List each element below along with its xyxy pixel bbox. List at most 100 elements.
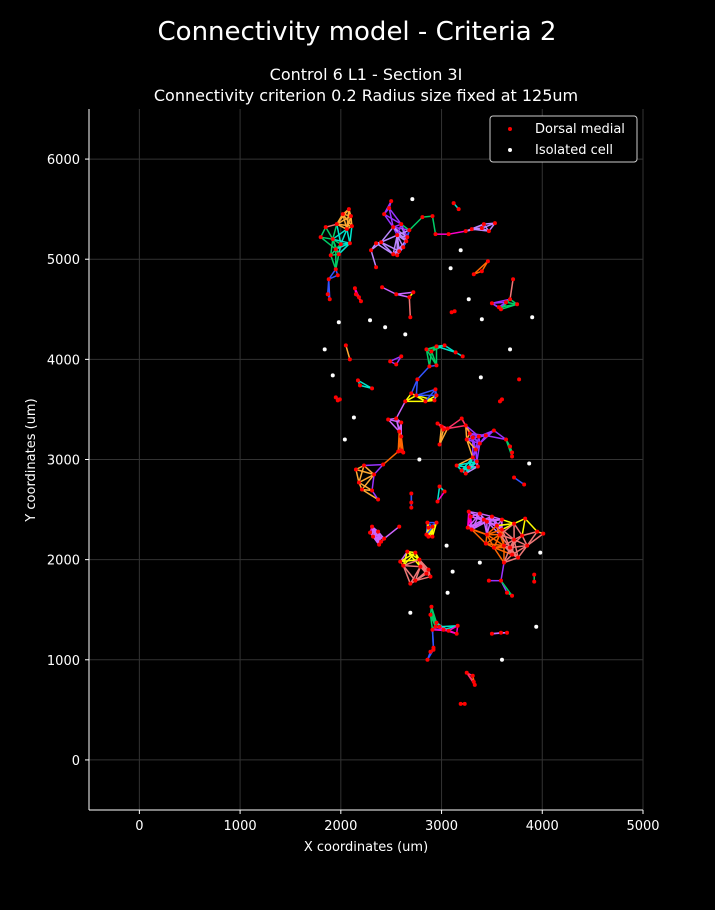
dorsal-medial-point	[434, 344, 439, 349]
connection-edge	[383, 526, 400, 540]
dorsal-medial-point	[472, 682, 477, 687]
dorsal-medial-point	[388, 359, 393, 364]
dorsal-medial-point	[501, 543, 506, 548]
isolated-cell-point	[478, 375, 483, 380]
isolated-cell-point	[330, 373, 335, 378]
connection-edge	[509, 535, 523, 549]
connection-edge	[403, 558, 420, 567]
connection-edge	[345, 345, 351, 360]
connection-edge	[444, 344, 457, 353]
dorsal-medial-point	[452, 309, 457, 314]
isolated-cell-point	[410, 197, 415, 202]
dorsal-medial-point	[459, 468, 464, 473]
dorsal-medial-point	[428, 612, 433, 617]
dorsal-medial-point	[479, 269, 484, 274]
dorsal-medial-point	[477, 441, 482, 446]
dorsal-medial-point	[352, 286, 357, 291]
isolated-cell-point	[445, 590, 450, 595]
dorsal-medial-point	[397, 249, 402, 254]
dorsal-medial-point	[445, 426, 450, 431]
connection-edge	[456, 460, 477, 467]
connection-edge	[509, 279, 514, 300]
dorsal-medial-point	[455, 623, 460, 628]
dorsal-medial-point	[434, 620, 439, 625]
dorsal-medial-point	[458, 701, 463, 706]
dorsal-medial-point	[446, 232, 451, 237]
connection-edge	[388, 207, 402, 225]
dorsal-medial-point	[504, 437, 509, 442]
dorsal-medial-point	[430, 524, 435, 529]
dorsal-medial-point	[463, 423, 468, 428]
dorsal-medial-point	[401, 245, 406, 250]
dorsal-medial-point	[405, 235, 410, 240]
dorsal-medial-point	[459, 416, 464, 421]
connection-edge	[436, 486, 441, 502]
dorsal-medial-point	[409, 505, 414, 510]
dorsal-medial-point	[517, 377, 522, 382]
isolated-cell-point	[368, 318, 373, 323]
connection-edge	[415, 575, 431, 582]
connection-edge	[486, 518, 503, 523]
connection-edge	[493, 429, 507, 441]
dorsal-medial-point	[356, 480, 361, 485]
connection-edge	[404, 394, 417, 403]
connection-edge	[396, 291, 414, 296]
dorsal-medial-point	[469, 527, 474, 532]
dorsal-medial-point	[333, 247, 338, 252]
dorsal-medial-point	[522, 482, 527, 487]
connection-edge	[499, 533, 515, 541]
dorsal-medial-point	[499, 527, 504, 532]
dorsal-medial-point	[347, 357, 352, 362]
connection-edge	[496, 522, 515, 527]
isolated-cell-point	[444, 543, 449, 548]
dorsal-medial-point	[492, 221, 497, 226]
dorsal-medial-point	[408, 581, 413, 586]
connection-edge	[381, 286, 397, 295]
connection-edge	[363, 463, 384, 467]
connection-edge	[396, 293, 410, 298]
dorsal-medial-point	[489, 301, 494, 306]
connection-edge	[500, 580, 513, 597]
dorsal-medial-point	[508, 444, 513, 449]
dorsal-medial-point	[512, 521, 517, 526]
connection-edge	[349, 226, 353, 244]
connection-edge	[448, 230, 466, 235]
dorsal-medial-point	[374, 241, 379, 246]
isolated-cell-point	[458, 248, 463, 253]
isolated-cell-point	[534, 624, 539, 629]
y-tick-label: 4000	[47, 353, 80, 368]
dorsal-medial-point	[328, 253, 333, 258]
connection-edge	[485, 434, 507, 441]
connection-edge	[511, 544, 528, 556]
dorsal-medial-point	[477, 511, 482, 516]
isolated-cell-point	[403, 332, 408, 337]
connection-edge	[513, 523, 523, 537]
connection-edge	[425, 349, 431, 367]
dorsal-medial-point	[467, 431, 472, 436]
connection-edge	[447, 417, 463, 430]
connection-edge	[383, 213, 394, 228]
dorsal-medial-point	[512, 537, 517, 542]
dorsal-medial-point	[437, 442, 442, 447]
connection-edge	[325, 226, 334, 240]
connection-edge	[486, 525, 498, 536]
dorsal-medial-point	[409, 491, 414, 496]
dorsal-medial-point	[396, 449, 401, 454]
chart-title-line-2: Connectivity criterion 0.2 Radius size f…	[154, 86, 578, 105]
dorsal-medial-point	[430, 214, 435, 219]
dorsal-medial-point	[498, 307, 503, 312]
connection-edge	[456, 456, 474, 467]
dorsal-medial-point	[427, 364, 432, 369]
dorsal-medial-point	[423, 399, 428, 404]
dorsal-medial-point	[407, 228, 412, 233]
dorsal-medial-point	[433, 387, 438, 392]
dorsal-medial-point	[325, 292, 330, 297]
connection-edge	[373, 464, 384, 476]
connection-edge	[475, 436, 480, 450]
x-ticks: 0 1000 2000 3000 4000 5000	[135, 810, 660, 834]
dorsal-medial-point	[532, 579, 537, 584]
dorsal-medial-point	[326, 277, 331, 282]
dorsal-medial-point	[510, 454, 515, 459]
dorsal-medial-point	[512, 475, 517, 480]
connection-edge	[430, 351, 438, 366]
